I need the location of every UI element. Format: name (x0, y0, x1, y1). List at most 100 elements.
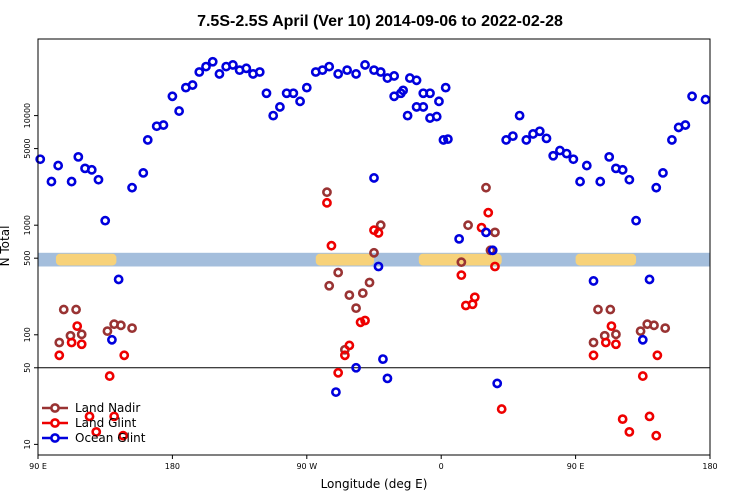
point-ocean-glint (534, 126, 545, 137)
point-land-glint (490, 261, 500, 272)
y-tick-label: 10 (23, 439, 32, 449)
point-land-nadir (588, 337, 599, 348)
point-ocean-glint (687, 91, 697, 102)
point-land-glint (617, 414, 628, 425)
point-land-nadir (324, 280, 335, 291)
point-ocean-glint (351, 362, 361, 373)
point-land-glint (651, 430, 662, 441)
point-ocean-glint (66, 176, 77, 187)
point-land-glint (66, 337, 77, 348)
land-segment (575, 253, 637, 266)
point-land-glint (104, 371, 115, 381)
y-tick-label: 100 (23, 327, 32, 342)
series-land-glint (54, 197, 663, 441)
point-land-glint (344, 340, 355, 351)
point-ocean-glint (53, 160, 64, 171)
point-ocean-glint (680, 120, 691, 130)
point-land-glint (109, 411, 120, 422)
point-land-glint (644, 411, 655, 422)
point-land-glint (119, 350, 130, 361)
point-land-nadir (115, 320, 126, 331)
point-ocean-glint (360, 60, 370, 70)
point-land-glint (333, 367, 344, 378)
point-land-nadir (357, 288, 368, 299)
point-ocean-glint (331, 387, 341, 397)
point-ocean-glint (398, 85, 409, 96)
point-ocean-glint (651, 182, 662, 193)
point-ocean-glint (127, 182, 137, 193)
legend-marker (50, 433, 60, 443)
point-ocean-glint (637, 334, 648, 345)
point-land-nadir (54, 337, 65, 348)
point-land-glint (76, 339, 87, 350)
point-land-glint (483, 207, 494, 218)
point-ocean-glint (541, 133, 552, 144)
point-ocean-glint (254, 67, 265, 77)
point-ocean-glint (351, 69, 361, 79)
legend-marker (50, 403, 60, 413)
point-ocean-glint (418, 102, 429, 112)
x-axis-label: Longitude (deg E) (321, 477, 428, 491)
point-land-nadir (649, 320, 659, 331)
point-ocean-glint (288, 88, 299, 99)
y-axis-label: N Total (0, 226, 12, 267)
legend-item-land-nadir: Land Nadir (42, 401, 140, 415)
point-ocean-glint (333, 69, 344, 79)
land-band (38, 252, 710, 267)
point-land-glint (496, 404, 507, 414)
point-ocean-glint (631, 215, 641, 226)
point-ocean-glint (521, 135, 532, 145)
y-tick-label: 1000 (23, 215, 32, 235)
point-ocean-glint (440, 82, 451, 93)
point-land-glint (339, 350, 350, 361)
point-ocean-glint (369, 173, 379, 183)
point-land-glint (373, 228, 384, 238)
point-land-glint (84, 411, 95, 422)
point-ocean-glint (617, 164, 628, 175)
point-land-glint (360, 315, 370, 326)
point-ocean-glint (93, 174, 104, 185)
point-ocean-glint (375, 67, 386, 77)
point-ocean-glint (275, 102, 285, 112)
point-ocean-glint (443, 134, 453, 145)
point-land-glint (326, 240, 337, 251)
point-ocean-glint (514, 110, 525, 121)
plot-frame (37, 38, 711, 456)
point-ocean-glint (438, 135, 449, 145)
point-land-nadir (481, 182, 491, 193)
point-land-glint (611, 339, 621, 350)
y-tick-label: 5000 (23, 138, 32, 158)
point-land-nadir (127, 323, 137, 334)
point-ocean-glint (73, 151, 84, 162)
point-ocean-glint (100, 215, 111, 226)
series-land-nadir (54, 182, 671, 355)
point-ocean-glint (194, 67, 205, 77)
point-land-glint (118, 430, 129, 441)
point-ocean-glint (373, 261, 384, 272)
point-land-nadir (490, 227, 500, 238)
point-ocean-glint (107, 334, 117, 345)
point-land-glint (72, 321, 83, 332)
point-ocean-glint (481, 227, 491, 238)
point-land-nadir (71, 304, 81, 315)
point-land-glint (624, 426, 635, 437)
point-land-glint (469, 292, 480, 303)
point-ocean-glint (561, 148, 572, 159)
point-ocean-glint (187, 80, 198, 90)
point-ocean-glint (658, 168, 668, 178)
y-axis: 10 50 100 500 1000 5000 10000 (23, 103, 38, 449)
point-land-nadir (463, 220, 473, 231)
point-ocean-glint (167, 91, 178, 102)
point-land-glint (54, 350, 65, 361)
point-ocean-glint (492, 378, 503, 389)
point-ocean-glint (241, 63, 252, 74)
point-ocean-glint (568, 154, 579, 165)
legend-item-land-glint: Land Glint (42, 416, 137, 430)
point-ocean-glint (214, 69, 225, 79)
point-ocean-glint (411, 75, 422, 86)
point-ocean-glint (425, 88, 435, 99)
point-ocean-glint (454, 233, 465, 244)
chart-title: 7.5S-2.5S April (Ver 10) 2014-09-06 to 2… (197, 13, 563, 30)
point-ocean-glint (644, 274, 655, 285)
